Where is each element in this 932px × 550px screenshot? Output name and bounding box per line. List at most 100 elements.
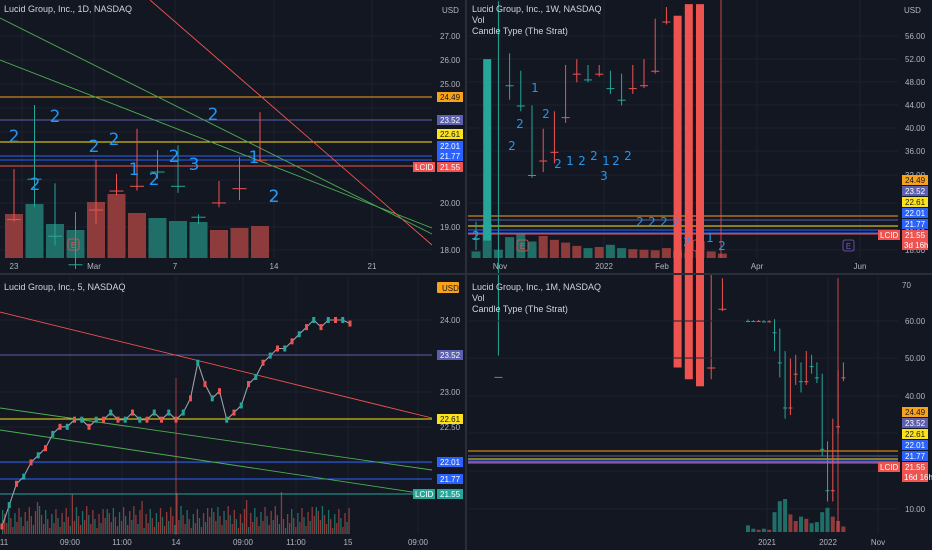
volume-bar bbox=[135, 515, 137, 534]
volume-bar bbox=[110, 522, 112, 534]
price-point bbox=[283, 345, 287, 352]
volume-bar bbox=[210, 230, 228, 258]
volume-bar bbox=[344, 513, 346, 534]
volume-bar bbox=[761, 528, 766, 532]
y-tick-label: 40.00 bbox=[905, 392, 926, 401]
volume-bars bbox=[5, 194, 269, 258]
earnings-marker[interactable]: E bbox=[516, 239, 529, 252]
earnings-marker-future[interactable]: E bbox=[842, 239, 855, 252]
volume-bar bbox=[16, 522, 18, 534]
volume-bar bbox=[55, 509, 57, 534]
trend-line-green bbox=[0, 407, 433, 471]
volume-bar bbox=[235, 519, 237, 534]
symbol-text: LCID bbox=[415, 490, 433, 499]
volume-bar bbox=[266, 516, 268, 534]
y-tick-label: 18.00 bbox=[440, 246, 461, 255]
currency-label: USD bbox=[904, 6, 921, 15]
volume-bar bbox=[49, 528, 51, 534]
price-point bbox=[218, 388, 221, 395]
price-label-badge bbox=[902, 440, 928, 450]
price-label-text: 23.52 bbox=[440, 351, 461, 360]
y-axis: 24.00 23.00 22.50 bbox=[440, 316, 461, 432]
volume-bar bbox=[180, 506, 182, 534]
pane-monthly[interactable]: Lucid Group, Inc., 1M, NASDAQ Vol Candle… bbox=[468, 276, 932, 547]
price-point bbox=[138, 416, 142, 423]
volume-bar bbox=[482, 223, 492, 258]
volume-bar bbox=[225, 520, 227, 534]
y-axis: 60.00 50.00 40.00 10.00 bbox=[905, 317, 926, 514]
volume-bar bbox=[14, 513, 16, 534]
grid bbox=[0, 276, 432, 534]
volume-bar bbox=[202, 513, 205, 534]
price-label-text: 21.77 bbox=[905, 452, 926, 461]
volume-bar bbox=[783, 499, 788, 532]
strat-label: 2 bbox=[672, 215, 680, 229]
trend-lines bbox=[0, 311, 433, 496]
volume-bar bbox=[330, 519, 332, 534]
price-point bbox=[334, 317, 337, 323]
volume-bar bbox=[69, 526, 71, 534]
strat-label: 2 bbox=[269, 187, 280, 207]
pane-title: Lucid Group, Inc., 1W, NASDAQ bbox=[472, 4, 602, 14]
volume-bar bbox=[270, 511, 272, 534]
price-point bbox=[290, 338, 294, 345]
volume-bar bbox=[112, 508, 114, 534]
strat-label: 2 bbox=[578, 154, 586, 168]
earnings-marker[interactable]: E bbox=[692, 239, 705, 252]
candle-body bbox=[561, 117, 570, 119]
volume-bar bbox=[100, 523, 102, 534]
volume-bar bbox=[237, 528, 240, 534]
volume-bar bbox=[233, 510, 235, 534]
candle-body bbox=[628, 88, 637, 90]
candle-body bbox=[830, 490, 835, 492]
earnings-marker[interactable]: E bbox=[67, 238, 80, 251]
volume-bar bbox=[192, 514, 194, 534]
price-label-text: 21.77 bbox=[905, 220, 926, 229]
price-label-badge bbox=[437, 151, 463, 161]
earnings-label: E bbox=[520, 242, 525, 251]
volume-bar bbox=[96, 528, 98, 534]
volume-bar bbox=[107, 194, 126, 258]
volume-bar bbox=[61, 513, 63, 534]
volume-bar bbox=[213, 512, 215, 534]
price-label-badge bbox=[902, 197, 928, 207]
volume-bar bbox=[174, 525, 176, 534]
price-label-badge bbox=[902, 407, 928, 417]
candle-body bbox=[572, 73, 581, 75]
pane-5min[interactable]: Lucid Group, Inc., 5, NASDAQ 24.0023.002… bbox=[0, 276, 463, 547]
trend-line-green bbox=[0, 59, 433, 229]
volume-bar bbox=[809, 523, 814, 532]
strat-label: 1 bbox=[602, 154, 610, 168]
x-tick-label: 11 bbox=[0, 538, 9, 547]
strat-label: 2 bbox=[109, 130, 120, 150]
volume-bar bbox=[87, 202, 105, 258]
volume-bar bbox=[264, 507, 266, 534]
volume-bar bbox=[628, 249, 638, 258]
candle-body bbox=[825, 490, 830, 492]
price-point bbox=[44, 445, 47, 452]
strat-label: 2 bbox=[624, 149, 632, 163]
candle-body bbox=[673, 15, 682, 368]
countdown-text: 3d 16h bbox=[904, 241, 928, 250]
x-tick-label: Feb bbox=[655, 262, 669, 271]
volume-bar bbox=[327, 510, 330, 534]
y-tick-label: 40.00 bbox=[905, 124, 926, 133]
volume-bar bbox=[102, 509, 104, 534]
volume-bar bbox=[22, 526, 24, 534]
price-label-text: 23.52 bbox=[905, 187, 926, 196]
strat-label: 2 bbox=[149, 170, 160, 190]
strat-label: 2 bbox=[636, 215, 644, 229]
candle-body bbox=[48, 235, 62, 237]
volume-bar bbox=[471, 251, 481, 258]
x-tick-label: 21 bbox=[368, 262, 377, 271]
volume-bar bbox=[793, 521, 798, 532]
symbol-text: LCID bbox=[880, 463, 898, 472]
candle-body bbox=[788, 407, 793, 409]
candle-body bbox=[232, 188, 247, 190]
volume-bar bbox=[340, 518, 342, 534]
volume-bar bbox=[583, 248, 593, 258]
symbol-badge bbox=[413, 489, 435, 499]
